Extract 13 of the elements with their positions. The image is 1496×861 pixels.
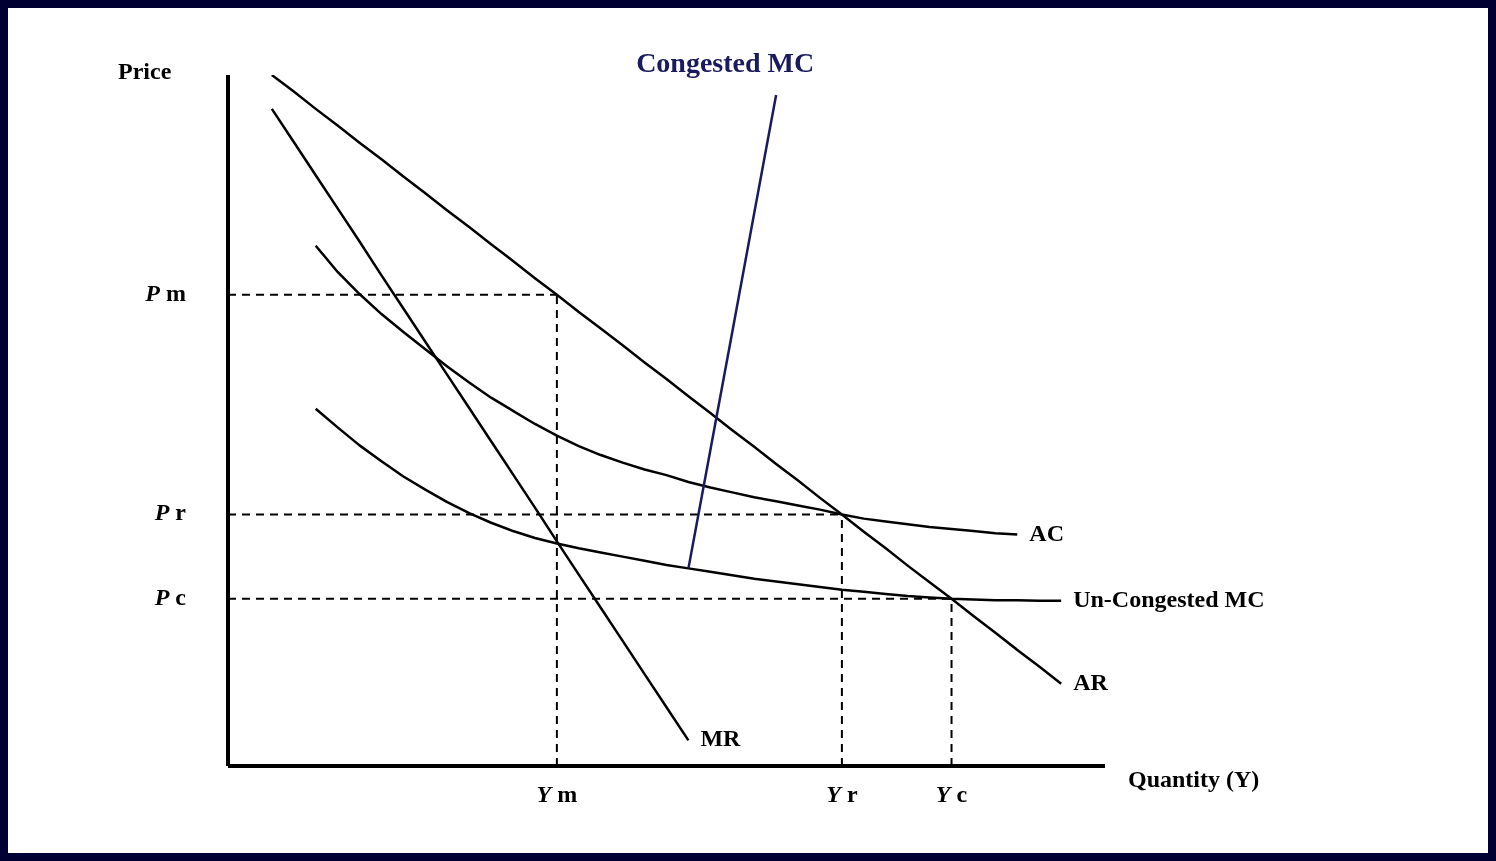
series-label: Congested MC	[636, 47, 815, 80]
series-label: AR	[1073, 668, 1108, 696]
x-tick-label: Y r	[826, 781, 858, 807]
series-label: MR	[700, 725, 741, 753]
series-label: Un-Congested MC	[1073, 585, 1265, 613]
x-axis-title: Quantity (Y)	[1128, 766, 1260, 793]
ref-line-label: P c	[154, 583, 186, 611]
y-axis-title: Price	[118, 58, 172, 85]
ref-line-label: P m	[145, 279, 186, 307]
x-tick-label: Y m	[536, 781, 578, 807]
x-tick-label: Y c	[935, 781, 968, 807]
ref-line-label: P r	[154, 499, 186, 527]
series-label: AC	[1029, 519, 1064, 547]
